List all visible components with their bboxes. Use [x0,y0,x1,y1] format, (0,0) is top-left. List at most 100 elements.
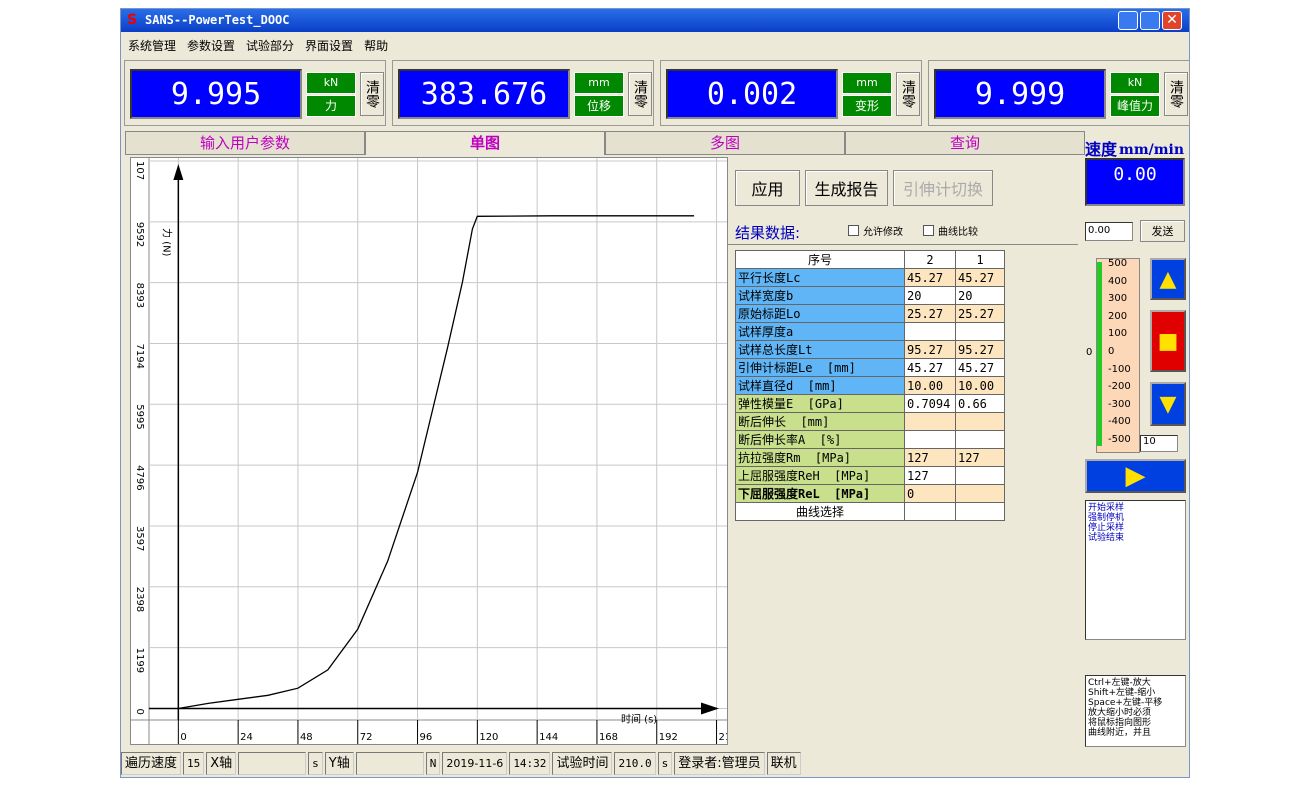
action-button[interactable]: 生成报告 [805,170,888,206]
y-tick-label: 107 [134,161,145,180]
play-button[interactable]: ▶ [1085,459,1186,493]
menu-item[interactable]: 参数设置 [187,39,236,53]
tab[interactable]: 输入用户参数 [125,131,365,155]
zero-button[interactable]: 清零 [896,72,920,116]
up-button[interactable]: ▲ [1150,258,1186,300]
readout-value: 383.676 [398,69,570,119]
minimize[interactable] [1118,11,1138,30]
y-tick-label: 2398 [134,587,145,612]
readout-value: 9.999 [934,69,1106,119]
maximize[interactable] [1140,11,1160,30]
stop-button[interactable]: ■ [1150,310,1186,372]
table-cell [904,502,956,521]
close[interactable]: ✕ [1162,11,1182,30]
curve [178,215,695,710]
x-axis-label: 时间 (s) [621,712,657,725]
table-cell: 127 [904,448,956,467]
status-field: 2019-11-6 [442,752,508,775]
checkbox[interactable] [848,225,859,236]
scale-label: 400 [1108,275,1128,287]
table-cell: 0.7094 [904,394,956,413]
scale-bar [1097,262,1102,446]
table-cell: 20 [955,286,1005,305]
status-field: s [308,752,323,775]
readout-unit: mm [842,72,892,94]
table-row: 序号 2 1 [735,250,1005,269]
status-field: 遍历速度 [121,752,182,775]
speed-label: 速度 [1085,140,1118,159]
y-tick-label: 1199 [134,648,145,673]
table-cell [904,412,956,431]
x-tick-label: 21 [719,732,728,743]
table-cell: 试样宽度b [735,286,905,305]
table-row: 上屈服强度ReH [MPa] 127 [735,466,1005,485]
x-tick-label: 24 [240,732,253,743]
table-cell: 下屈服强度ReL [MPa] [735,484,905,503]
table-cell: 0 [904,484,956,503]
speed-unit: mm/min [1119,142,1185,158]
checkbox-label: 允许修改 [863,227,903,238]
table-cell [955,412,1005,431]
zero-button[interactable]: 清零 [360,72,384,116]
table-cell: 上屈服强度ReH [MPa] [735,466,905,485]
table-cell [955,466,1005,485]
x-arrow [701,702,719,715]
table-cell: 断后伸长 [mm] [735,412,905,431]
table-cell: 25.27 [904,304,956,323]
table-cell: 弹性模量E [GPa] [735,394,905,413]
scale-label: 300 [1108,293,1128,305]
table-cell: 抗拉强度Rm [MPa] [735,448,905,467]
send-button[interactable]: 发送 [1140,220,1185,242]
table-row: 试样直径d [mm] 10.00 10.00 [735,376,1005,395]
state-item: 开始采样 [1088,503,1125,513]
state-item: 试验结束 [1088,533,1125,543]
y-tick-label: 5995 [134,404,145,429]
status-field: 15 [183,752,205,775]
table-cell: 平行长度Lc [735,268,905,287]
hint: 将鼠标指向图形 [1088,718,1152,728]
y-tick-label: 4796 [134,465,145,490]
tab[interactable]: 单图 [365,131,605,155]
readout-value: 0.002 [666,69,838,119]
zero-button[interactable]: 清零 [1164,72,1188,116]
table-cell: 0.66 [955,394,1005,413]
checkbox[interactable] [923,225,934,236]
readout-value: 9.995 [130,69,302,119]
readout-name: 峰值力 [1110,95,1160,117]
table-cell: 试样厚度a [735,322,905,341]
table-cell: 127 [904,466,956,485]
menu-item[interactable]: 帮助 [364,39,389,53]
tab[interactable]: 查询 [845,131,1085,155]
y-tick-label: 7194 [134,343,145,368]
y-tick-label: 0 [134,708,145,714]
readout-frame [928,60,1190,126]
y-arrow [173,164,184,180]
menu-item[interactable]: 界面设置 [305,39,354,53]
readout-unit: kN [306,72,356,94]
window-title: SANS--PowerTest_DOOC [145,13,290,27]
menu-item[interactable]: 试验部分 [246,39,295,53]
scale-label: 500 [1108,258,1128,269]
table-cell: 95.27 [955,340,1005,359]
table-cell: 95.27 [904,340,956,359]
down-button[interactable]: ▼ [1150,382,1186,426]
table-cell [955,484,1005,503]
table-cell: 10.00 [904,376,956,395]
step-select[interactable]: 10 [1140,435,1178,452]
scale-label: -400 [1108,416,1131,428]
hints: Ctrl+左键-放大 Shift+左键-缩小 Space+左键-平移 放大缩小时必须将… [1085,675,1186,747]
zero-button[interactable]: 清零 [628,72,652,116]
speed-input[interactable]: 0.00 [1085,222,1133,241]
results-label: 结果数据: [735,224,801,242]
table-cell: 10.00 [955,376,1005,395]
readout-frame [392,60,654,126]
table-cell: 原始标距Lo [735,304,905,323]
menu-item[interactable]: 系统管理 [128,39,177,53]
table-row: 曲线选择 [735,502,1005,521]
action-button[interactable]: 应用 [735,170,800,206]
x-tick-label: 72 [360,732,373,743]
y-tick-label: 9592 [134,222,145,247]
table-cell: 1 [955,250,1005,269]
table-cell: 2 [904,250,956,269]
tab[interactable]: 多图 [605,131,845,155]
